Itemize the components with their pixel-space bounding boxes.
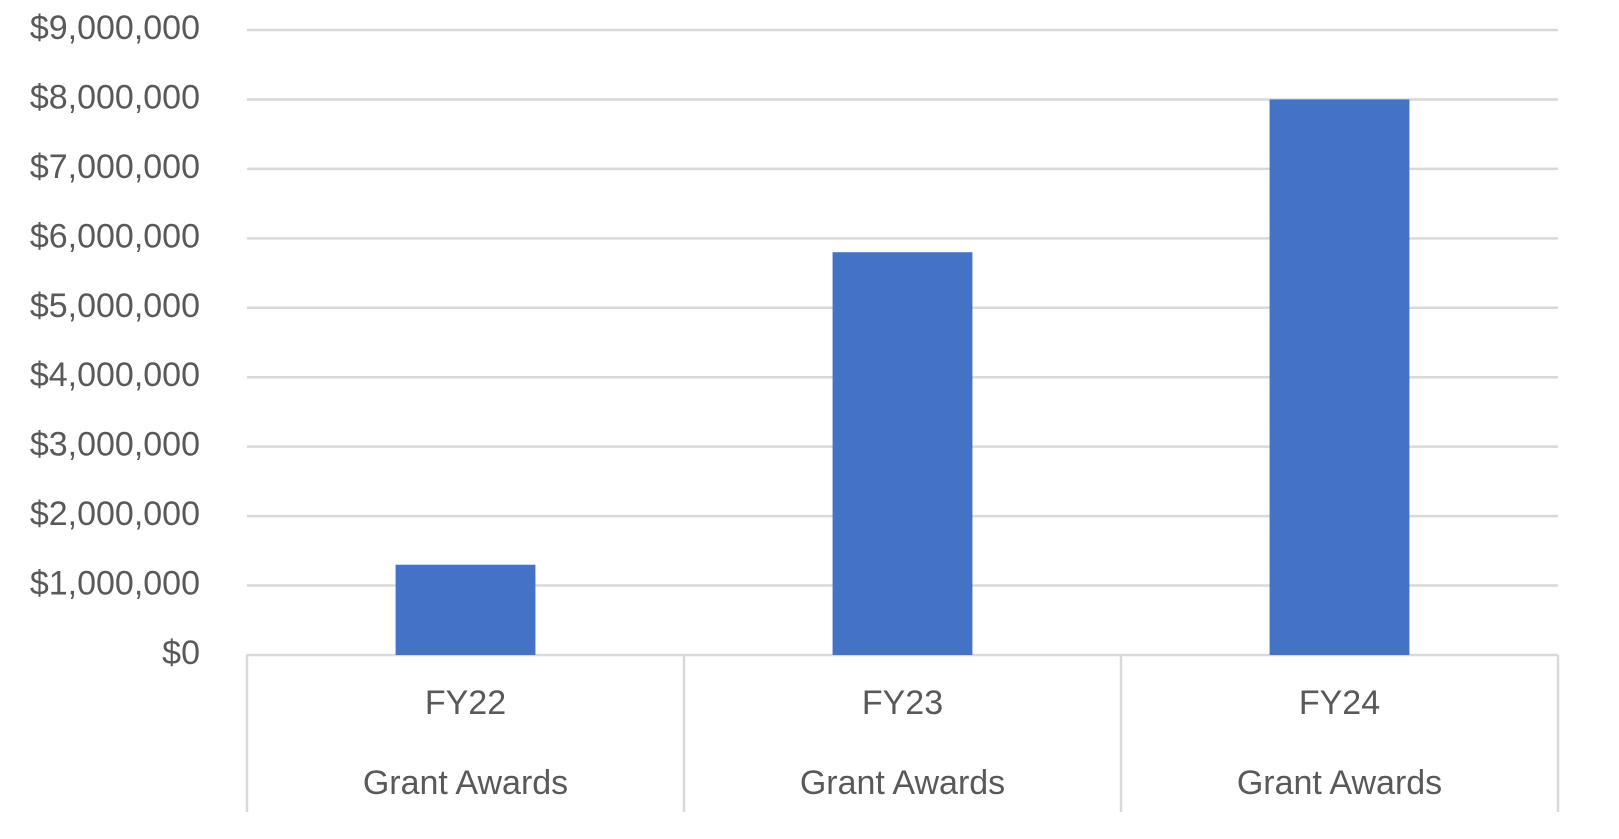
bar <box>1269 99 1410 655</box>
y-tick-label: $9,000,000 <box>30 9 200 47</box>
y-tick-label: $2,000,000 <box>30 495 200 533</box>
x-subcategory-label: Grant Awards <box>1237 764 1442 802</box>
bar <box>395 564 536 655</box>
x-subcategory-label: Grant Awards <box>800 764 1005 802</box>
x-tick-label: FY24 <box>1299 684 1380 722</box>
y-tick-label: $6,000,000 <box>30 217 200 255</box>
y-tick-label: $0 <box>162 634 200 672</box>
y-tick-label: $4,000,000 <box>30 356 200 394</box>
bar <box>832 252 973 655</box>
y-tick-label: $7,000,000 <box>30 148 200 186</box>
y-tick-label: $3,000,000 <box>30 426 200 464</box>
x-tick-label: FY22 <box>425 684 506 722</box>
y-tick-label: $8,000,000 <box>30 78 200 116</box>
x-subcategory-label: Grant Awards <box>363 764 568 802</box>
x-tick-label: FY23 <box>862 684 943 722</box>
y-tick-label: $5,000,000 <box>30 287 200 325</box>
y-tick-label: $1,000,000 <box>30 565 200 603</box>
